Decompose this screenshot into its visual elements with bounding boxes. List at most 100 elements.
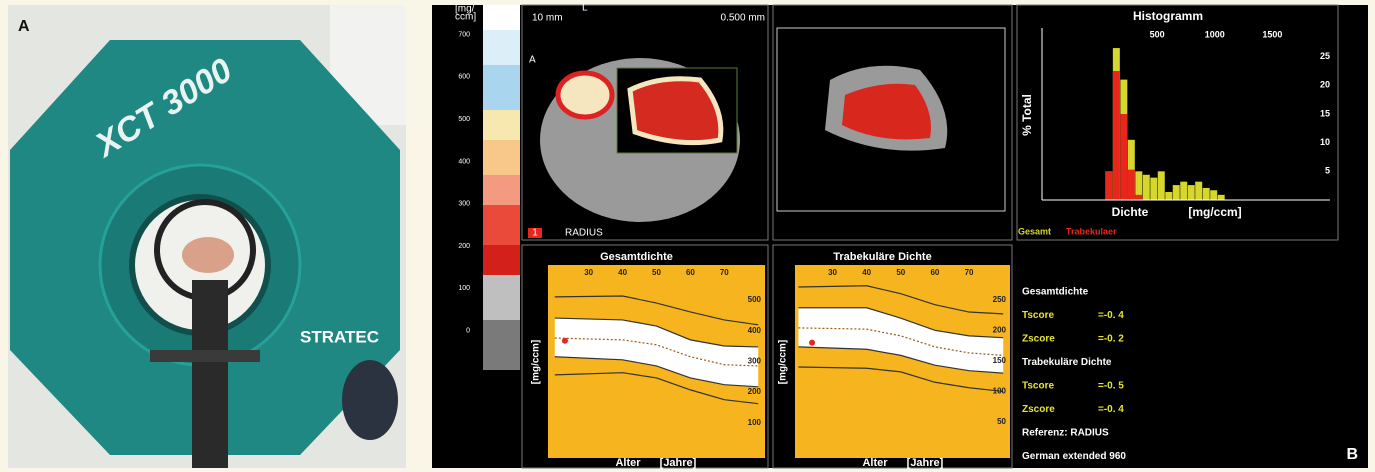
bar (1128, 170, 1135, 200)
legend-entry: Gesamt (1018, 226, 1051, 236)
scale: 10 mm (532, 13, 563, 24)
colorbar-tick-label: 400 (458, 158, 470, 165)
color-step (483, 5, 520, 30)
site: RADIUS (565, 228, 603, 239)
bar (1180, 182, 1187, 200)
color-step (483, 65, 520, 110)
x-tick-label: 50 (652, 268, 661, 277)
panel-label: A (18, 18, 30, 35)
y-tick-label: 25 (1320, 51, 1330, 61)
x-tick-label: 1500 (1262, 29, 1282, 39)
x-axis-label: Alter (862, 457, 888, 469)
bar (1150, 178, 1157, 200)
result-label: Referenz: RADIUS (1022, 428, 1109, 439)
bar (1113, 71, 1120, 200)
x-tick-label: 70 (965, 268, 974, 277)
legend-entry: Trabekulaer (1066, 226, 1117, 236)
x-tick-label: 500 (1150, 29, 1165, 39)
x-axis-unit: [Jahre] (660, 457, 697, 469)
color-step (483, 245, 520, 275)
bar (1120, 114, 1127, 200)
bar (1188, 185, 1195, 200)
bar (1203, 188, 1210, 200)
result-value: =-0. 4 (1098, 310, 1124, 321)
result-label: Zscore (1022, 334, 1055, 345)
figure: A XCT 3000 STRATEC [mg/ ccm] 1 RADIUS 10… (0, 0, 1375, 472)
chart-title: Gesamtdichte (600, 251, 673, 263)
bar (1210, 190, 1217, 200)
y-tick-label: 150 (993, 356, 1007, 365)
colorbar-tick-label: 600 (458, 74, 470, 81)
result-label: Gesamtdichte (1022, 287, 1089, 298)
x-axis-label: Dichte (1112, 205, 1149, 219)
x-tick-label: 60 (686, 268, 695, 277)
color-step (483, 30, 520, 65)
chart-title: Histogramm (1133, 9, 1203, 23)
x-tick-label: 60 (930, 268, 939, 277)
y-tick-label: 5 (1325, 166, 1330, 176)
y-tick-label: 300 (748, 356, 762, 365)
x-tick-label: 30 (584, 268, 593, 277)
y-tick-label: 200 (993, 325, 1007, 334)
y-axis-label: % Total (1020, 94, 1034, 136)
stand-arm (150, 350, 260, 362)
result-label: Trabekuläre Dichte (1022, 357, 1112, 368)
result-label: Tscore (1022, 381, 1054, 392)
result-value: =-0. 4 (1098, 404, 1124, 415)
axis-l: L (582, 3, 588, 14)
colorbar-unit: ccm] (455, 12, 476, 23)
brand: STRATEC (300, 327, 379, 346)
result-label: Zscore (1022, 404, 1055, 415)
patient-point (562, 338, 568, 344)
y-tick-label: 50 (997, 417, 1006, 426)
colorbar-tick-label: 500 (458, 116, 470, 123)
bar (1135, 195, 1142, 200)
photo: A XCT 3000 STRATEC (8, 5, 406, 468)
colorbar-tick-label: 300 (458, 201, 470, 208)
y-tick-label: 200 (748, 387, 762, 396)
bar (1143, 175, 1150, 200)
ulna (558, 73, 612, 117)
result-value: =-0. 2 (1098, 334, 1124, 345)
color-step (483, 320, 520, 370)
x-tick-label: 50 (896, 268, 905, 277)
color-step (483, 140, 520, 175)
x-axis-unit: [mg/ccm] (1188, 205, 1241, 219)
person (342, 360, 398, 440)
y-tick-label: 20 (1320, 80, 1330, 90)
colorbar-tick-label: 0 (466, 327, 470, 334)
pixel-size: 0.500 mm (721, 13, 765, 24)
x-axis-unit: [Jahre] (907, 457, 944, 469)
y-tick-label: 100 (748, 418, 762, 427)
y-tick-label: 400 (748, 326, 762, 335)
stand (192, 280, 228, 468)
axis-a: A (529, 55, 536, 66)
result-value: =-0. 5 (1098, 381, 1124, 392)
y-tick-label: 100 (993, 387, 1007, 396)
x-tick-label: 40 (618, 268, 627, 277)
radius (630, 79, 721, 143)
color-step (483, 275, 520, 320)
y-tick-label: 15 (1320, 108, 1330, 118)
colorbar-tick-label: 200 (458, 243, 470, 250)
color-step (483, 110, 520, 140)
bar (1218, 195, 1225, 200)
panel-label: B (1346, 446, 1358, 463)
chart-title: Trabekuläre Dichte (833, 251, 931, 263)
result-label: Tscore (1022, 310, 1054, 321)
colorbar-tick-label: 700 (458, 31, 470, 38)
bar (1195, 182, 1202, 200)
x-axis-label: Alter (615, 457, 641, 469)
y-axis-label: [mg/ccm] (778, 340, 789, 384)
y-axis-label: [mg/ccm] (531, 340, 542, 384)
result-label: German extended 960 (1022, 451, 1126, 462)
x-tick-label: 1000 (1205, 29, 1225, 39)
x-tick-label: 30 (828, 268, 837, 277)
patient-point (809, 340, 815, 346)
bar (1165, 192, 1172, 200)
bar (1105, 171, 1112, 200)
bar (1173, 185, 1180, 200)
x-tick-label: 70 (720, 268, 729, 277)
bar (1158, 171, 1165, 200)
color-step (483, 205, 520, 245)
